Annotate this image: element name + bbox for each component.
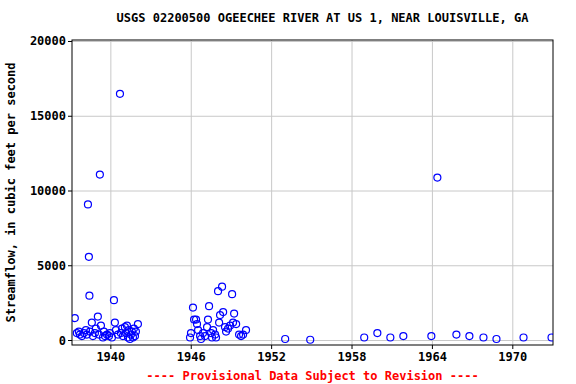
x-grid	[191, 40, 192, 345]
y-tick-label: 0	[59, 334, 66, 348]
point	[374, 330, 381, 337]
point	[116, 90, 123, 97]
x-tick	[512, 345, 513, 349]
point	[453, 331, 460, 338]
x-grid	[512, 40, 513, 345]
y-tick-label: 20000	[30, 34, 66, 48]
x-tick-label: 1946	[177, 350, 206, 364]
point	[520, 334, 527, 341]
x-tick-label: 1952	[257, 350, 286, 364]
x-tick	[110, 345, 111, 349]
point	[72, 315, 78, 322]
plot-frame	[72, 40, 553, 345]
point	[387, 334, 394, 341]
x-tick-label: 1940	[96, 350, 125, 364]
point	[466, 333, 473, 340]
point	[480, 334, 487, 341]
x-grid	[432, 40, 433, 345]
point	[210, 327, 217, 334]
point	[187, 330, 194, 337]
point	[132, 328, 139, 335]
x-tick	[352, 345, 353, 349]
point	[548, 334, 553, 341]
point	[493, 336, 500, 343]
y-grid	[72, 191, 553, 192]
point	[434, 174, 441, 181]
y-tick	[68, 265, 72, 266]
x-grid	[271, 40, 272, 345]
point	[231, 310, 238, 317]
point	[96, 171, 103, 178]
y-tick-label: 10000	[30, 184, 66, 198]
point	[361, 334, 368, 341]
point	[204, 316, 211, 323]
x-tick-label: 1964	[418, 350, 447, 364]
x-tick	[271, 345, 272, 349]
point	[219, 283, 226, 290]
point	[243, 327, 250, 334]
title: USGS 02200500 OGEECHEE RIVER AT US 1, NE…	[117, 11, 530, 25]
point	[233, 321, 240, 328]
point	[307, 336, 314, 343]
point	[213, 334, 220, 341]
y-tick	[68, 340, 72, 341]
point	[189, 304, 196, 311]
point	[215, 288, 222, 295]
point	[86, 292, 93, 299]
point	[84, 201, 91, 208]
point	[111, 319, 118, 326]
y-tick	[68, 41, 72, 42]
point	[110, 297, 117, 304]
x-tick	[191, 345, 192, 349]
points	[72, 90, 553, 343]
point	[94, 313, 101, 320]
x-tick	[432, 345, 433, 349]
point	[220, 309, 227, 316]
y-grid	[72, 116, 553, 117]
y-grid	[72, 265, 553, 266]
point	[123, 322, 130, 329]
y-tick-label: 5000	[37, 259, 66, 273]
annotation: ---- Provisional Data Subject to Revisio…	[146, 369, 478, 383]
y-tick	[68, 116, 72, 117]
point	[428, 333, 435, 340]
point	[229, 291, 236, 298]
point	[400, 333, 407, 340]
y-axis-label: Streamflow, in cubic feet per second	[4, 62, 18, 322]
point	[85, 253, 92, 260]
y-grid	[72, 41, 553, 42]
chart: 0 5000 10000 15000 20000 1940 1946 1952 1958 1964…	[0, 0, 576, 384]
x-tick-label: 1958	[338, 350, 367, 364]
point	[282, 336, 289, 343]
y-tick	[68, 191, 72, 192]
x-grid	[352, 40, 353, 345]
point	[134, 321, 141, 328]
point	[206, 303, 213, 310]
y-tick-label: 15000	[30, 109, 66, 123]
background	[0, 0, 576, 384]
x-tick-label: 1970	[498, 350, 527, 364]
